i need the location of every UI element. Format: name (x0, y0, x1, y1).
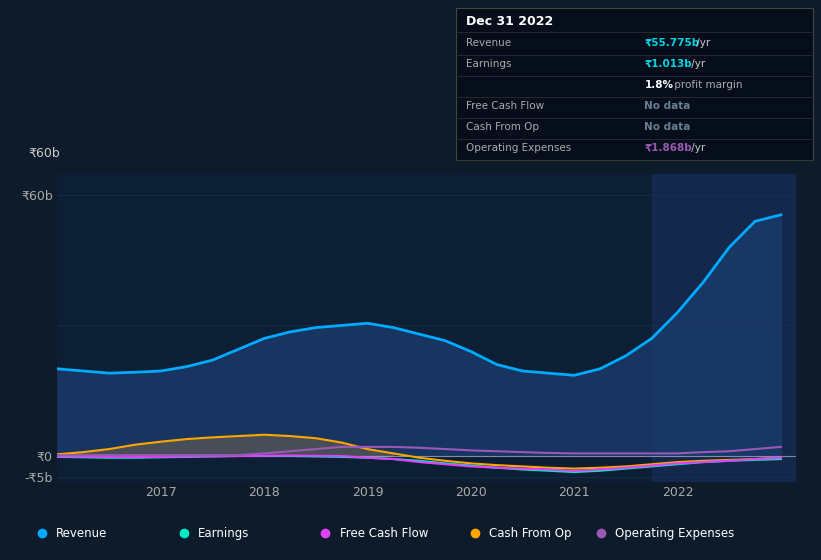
Text: Free Cash Flow: Free Cash Flow (466, 101, 544, 111)
Text: ₹1.868b: ₹1.868b (644, 143, 692, 153)
Text: Earnings: Earnings (466, 59, 511, 69)
Text: Earnings: Earnings (198, 527, 249, 540)
Text: 1.8%: 1.8% (644, 80, 673, 90)
Text: Operating Expenses: Operating Expenses (616, 527, 735, 540)
Text: ₹1.013b: ₹1.013b (644, 59, 692, 69)
Text: No data: No data (644, 122, 690, 132)
Text: Dec 31 2022: Dec 31 2022 (466, 15, 553, 28)
Text: ₹60b: ₹60b (29, 147, 61, 160)
Text: Cash From Op: Cash From Op (466, 122, 539, 132)
Text: Revenue: Revenue (56, 527, 108, 540)
Text: ₹55.775b: ₹55.775b (644, 38, 699, 48)
Text: /yr: /yr (688, 143, 705, 153)
Text: Free Cash Flow: Free Cash Flow (340, 527, 428, 540)
Bar (652, 174, 796, 482)
Text: /yr: /yr (693, 38, 710, 48)
Text: profit margin: profit margin (671, 80, 742, 90)
Text: No data: No data (644, 101, 690, 111)
Text: Revenue: Revenue (466, 38, 511, 48)
Text: Operating Expenses: Operating Expenses (466, 143, 571, 153)
Text: /yr: /yr (688, 59, 705, 69)
Text: Cash From Op: Cash From Op (489, 527, 571, 540)
